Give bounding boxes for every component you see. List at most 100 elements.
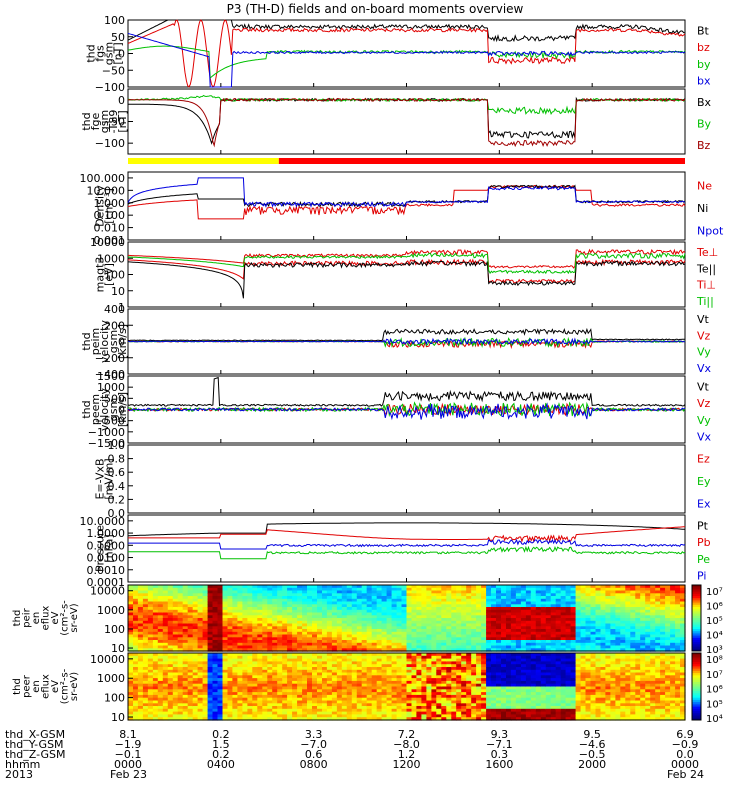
spectrogram-cell: [317, 626, 323, 630]
spectrogram-cell: [436, 703, 442, 707]
spectrogram-cell: [267, 661, 273, 665]
spectrogram-cell: [466, 667, 472, 671]
spectrogram-cell: [560, 601, 567, 605]
spectrogram-cell: [506, 640, 512, 644]
spectrogram-cell: [481, 700, 487, 704]
spectrogram-cell: [356, 714, 363, 718]
spectrogram-cell: [386, 590, 393, 594]
spectrogram-cell: [501, 612, 507, 616]
spectrogram-cell: [481, 714, 487, 718]
spectrogram-cell: [391, 598, 398, 603]
spectrogram-cell: [570, 634, 577, 638]
spectrogram-cell: [133, 678, 139, 682]
spectrogram-cell: [322, 612, 328, 616]
spectrogram-cell: [232, 694, 238, 699]
spectrogram-cell: [431, 667, 437, 671]
spectrogram-cell: [481, 689, 487, 693]
spectrogram-cell: [133, 706, 139, 710]
spectrogram-cell: [396, 642, 403, 647]
spectrogram-cell: [381, 607, 388, 611]
y-axis-label: en: [31, 612, 42, 625]
spectrogram-cell: [272, 655, 278, 660]
spectrogram-cell: [376, 612, 383, 616]
spectrogram-cell: [277, 683, 283, 688]
spectrogram-cell: [307, 678, 313, 682]
spectrogram-cell: [595, 629, 602, 633]
spectrogram-cell: [520, 609, 527, 614]
spectrogram-cell: [615, 615, 621, 619]
spectrogram-cell: [401, 700, 408, 704]
y-tick-label: 1000: [97, 252, 125, 265]
spectrogram-cell: [142, 626, 149, 630]
spectrogram-cell: [555, 642, 562, 647]
spectrogram-cell: [133, 585, 139, 589]
spectrogram-cell: [272, 590, 278, 594]
spectrogram-cell: [152, 680, 159, 685]
spectrogram-cell: [645, 609, 651, 614]
spectrogram-cell: [456, 689, 462, 693]
spectrogram-cell: [431, 607, 437, 611]
spectrogram-cell: [232, 642, 238, 647]
spectrogram-cell: [137, 593, 144, 597]
spectrogram-cell: [595, 626, 602, 630]
spectrogram-cell: [491, 640, 497, 644]
spectrogram-cell: [162, 626, 169, 630]
spectrogram-cell: [317, 645, 323, 649]
spectrogram-cell: [496, 648, 502, 652]
spectrogram-cell: [660, 623, 666, 627]
spectrogram-cell: [376, 598, 383, 603]
spectrogram-cell: [670, 609, 676, 614]
spectrogram-cell: [431, 587, 437, 592]
spectrogram-cell: [331, 686, 338, 690]
spectrogram-cell: [212, 711, 219, 715]
spectrogram-cell: [297, 700, 303, 704]
spectrogram-cell: [287, 634, 293, 638]
spectrogram-cell: [491, 642, 497, 647]
spectrogram-cell: [525, 609, 532, 614]
spectrogram-cell: [227, 585, 234, 589]
spectrogram-cell: [262, 714, 268, 718]
spectrogram-cell: [172, 623, 179, 627]
spectrogram-cell: [197, 708, 204, 713]
spectrogram-cell: [401, 601, 408, 605]
spectrogram-cell: [600, 640, 607, 644]
spectrogram-cell: [351, 697, 358, 702]
spectrogram-cell: [322, 694, 328, 699]
spectrogram-cell: [187, 680, 194, 685]
spectrogram-cell: [272, 653, 278, 657]
spectrogram-cell: [366, 618, 373, 622]
spectrogram-cell: [401, 711, 408, 715]
spectrogram-cell: [167, 694, 174, 699]
spectrogram-cell: [506, 604, 512, 608]
spectrogram-cell: [461, 623, 467, 627]
spectrogram-cell: [242, 672, 248, 676]
spectrogram-cell: [510, 593, 517, 597]
spectrogram-cell: [227, 711, 234, 715]
spectrogram-cell: [302, 601, 308, 605]
spectrogram-cell: [287, 601, 293, 605]
spectrogram-cell: [481, 615, 487, 619]
spectrogram-cell: [615, 585, 621, 589]
spectrogram-cell: [331, 634, 338, 638]
spectrogram-cell: [610, 645, 616, 649]
spectrogram-cell: [426, 618, 432, 622]
spectrogram-cell: [361, 708, 368, 713]
spectrogram-cell: [371, 642, 378, 647]
spectrogram-cell: [431, 593, 437, 597]
spectrogram-cell: [267, 669, 273, 674]
spectrogram-cell: [187, 618, 194, 622]
spectrogram-cell: [491, 615, 497, 619]
spectrogram-cell: [317, 664, 323, 668]
spectrogram-cell: [207, 653, 214, 657]
spectrogram-cell: [396, 620, 403, 625]
spectrogram-cell: [212, 661, 219, 665]
spectrogram-cell: [336, 692, 343, 696]
spectrogram-cell: [525, 637, 532, 641]
spectrogram-cell: [371, 587, 378, 592]
spectrogram-cell: [436, 631, 442, 636]
spectrogram-cell: [550, 629, 557, 633]
spectrogram-cell: [128, 672, 134, 676]
spectrogram-cell: [267, 629, 273, 633]
spectrogram-cell: [585, 637, 592, 641]
spectrogram-cell: [396, 590, 403, 594]
